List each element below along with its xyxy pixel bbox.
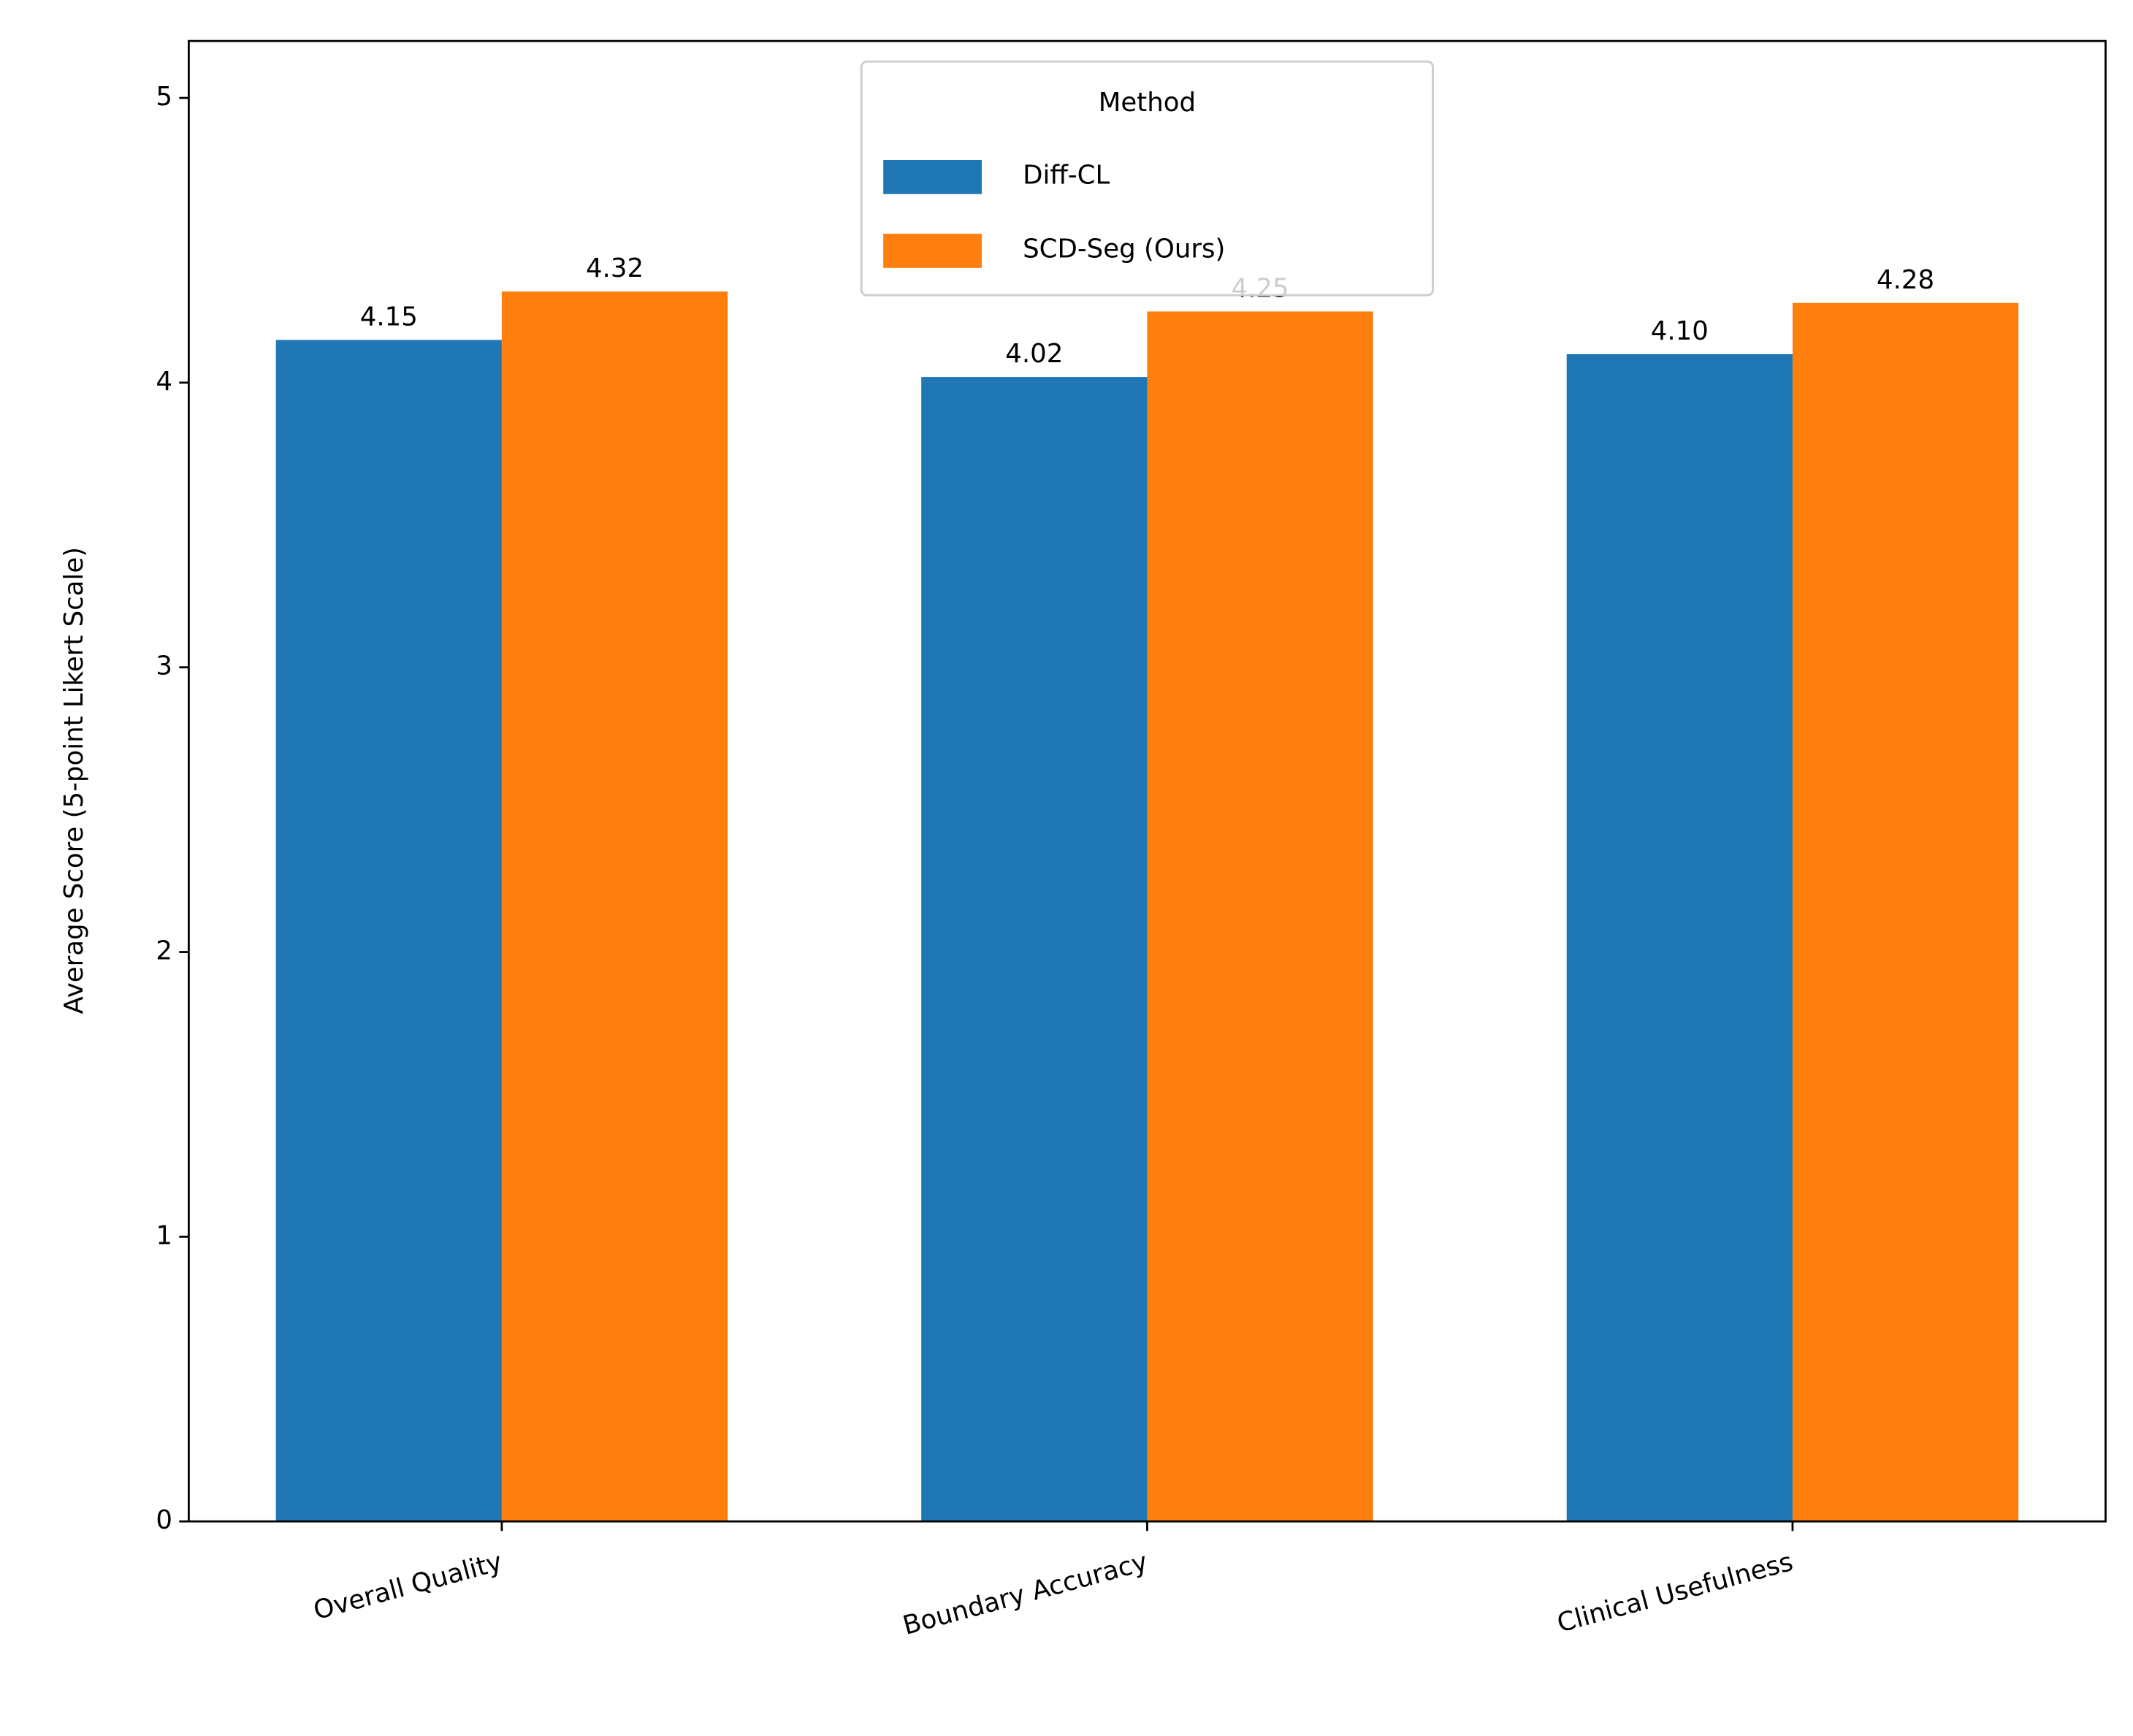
y-tick-label: 2 [156, 936, 172, 966]
value-label: 4.02 [1005, 339, 1063, 369]
y-axis-label: Average Score (5-point Likert Scale) [59, 547, 89, 1014]
legend-title: Method [1099, 88, 1196, 118]
value-label: 4.28 [1877, 265, 1934, 295]
y-tick-label: 5 [156, 82, 172, 112]
bar [1147, 311, 1373, 1522]
y-tick-label: 0 [156, 1505, 172, 1535]
bar [921, 377, 1148, 1522]
legend-swatch [883, 234, 982, 268]
y-tick-label: 1 [156, 1220, 172, 1250]
legend-swatch [883, 159, 982, 194]
y-tick-label: 4 [156, 367, 172, 397]
legend-label: SCD-Seg (Ours) [1023, 234, 1225, 264]
bar [501, 291, 728, 1522]
bar [1566, 353, 1793, 1522]
legend-box [860, 60, 1435, 297]
value-label: 4.10 [1651, 316, 1709, 346]
axes-frame [187, 39, 2107, 1523]
value-label: 4.32 [586, 253, 644, 283]
bar [1792, 302, 2019, 1522]
legend-label: Diff-CL [1023, 160, 1110, 190]
y-tick-label: 3 [156, 651, 172, 681]
value-label: 4.15 [360, 302, 418, 332]
bar [275, 340, 502, 1522]
